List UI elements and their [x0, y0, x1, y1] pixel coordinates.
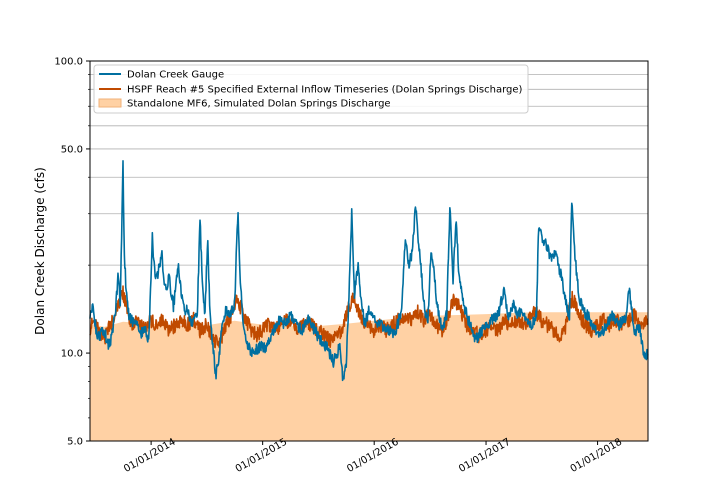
legend-swatch-mf6 [98, 98, 122, 108]
y-tick-label: 5.0 [67, 437, 83, 448]
plot-frame [89, 60, 649, 442]
legend-entry-gauge: Dolan Creek Gauge [127, 70, 224, 81]
legend-entry-mf6: Standalone MF6, Simulated Dolan Springs … [127, 99, 391, 110]
y-tick-label: 50.0 [61, 144, 83, 155]
legend: Dolan Creek Gauge HSPF Reach #5 Specifie… [93, 64, 529, 114]
y-axis: 5.0 10.0 50.0 100.0 [54, 57, 90, 448]
y-tick-label: 100.0 [54, 57, 83, 68]
area-mf6-simulated [90, 312, 648, 441]
y-axis-label: Dolan Creek Discharge (cfs) [33, 167, 47, 335]
legend-box [93, 64, 529, 114]
legend-entry-hspf: HSPF Reach #5 Specified External Inflow … [127, 85, 523, 96]
line-series-layer [89, 160, 649, 382]
area-series-layer [90, 312, 648, 441]
line-hspf-reach5-inflow [89, 285, 649, 349]
line-dolan-creek-gauge [89, 160, 649, 382]
y-tick-label: 10.0 [61, 349, 83, 360]
